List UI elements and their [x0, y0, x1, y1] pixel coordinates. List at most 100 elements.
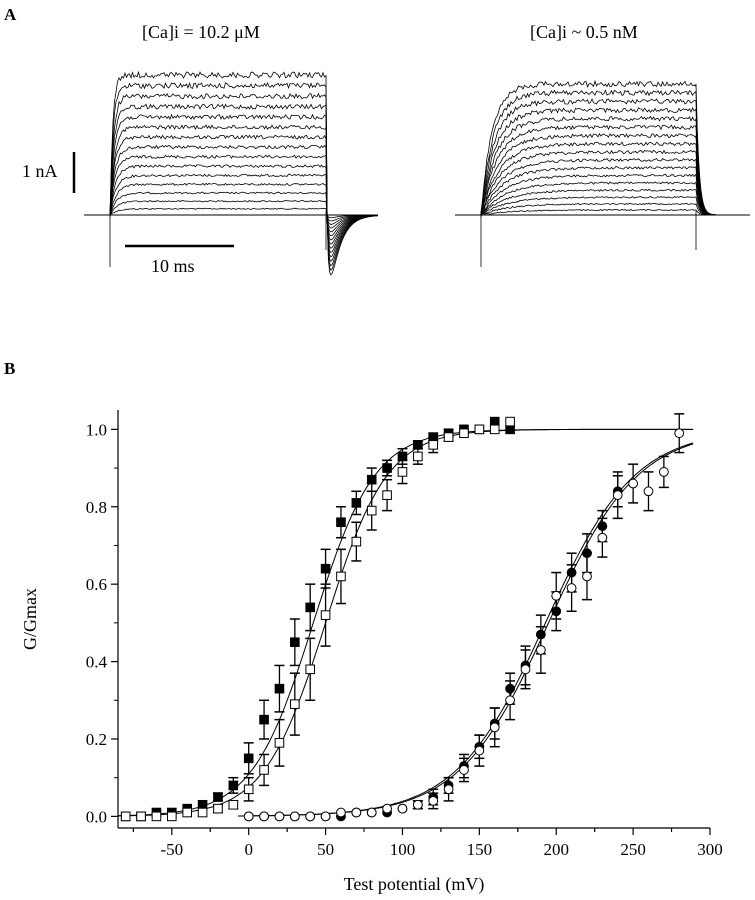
open-circle-point — [428, 796, 439, 806]
current-trace — [84, 103, 378, 262]
current-trace — [455, 106, 749, 217]
filled-square-point — [243, 753, 254, 764]
current-trace — [455, 157, 749, 216]
filled-square-point — [382, 463, 392, 473]
open-square-point — [505, 416, 515, 427]
open-square-point — [151, 811, 162, 822]
open-circle-point — [412, 799, 423, 810]
current-trace — [84, 173, 378, 233]
open-square-point — [320, 610, 331, 620]
open-square-point — [443, 432, 454, 442]
filled-square-point — [351, 498, 362, 508]
x-tick-label: 150 — [467, 840, 493, 859]
current-trace — [455, 149, 749, 217]
current-trace — [84, 70, 378, 276]
x-tick-label: 300 — [697, 840, 723, 859]
open-circle-point — [597, 532, 608, 543]
filled-square-point — [290, 637, 300, 648]
open-square-point — [120, 811, 131, 822]
x-tick-label: 200 — [543, 840, 569, 859]
current-trace — [84, 164, 378, 237]
open-square-point — [428, 440, 439, 450]
open-square-point — [182, 807, 192, 818]
open-square-point — [228, 799, 239, 810]
x-axis-title: Test potential (mV) — [344, 874, 485, 895]
open-circle-point — [612, 490, 623, 501]
open-circle-point — [336, 807, 346, 818]
open-circle-point — [535, 645, 546, 655]
open-square-point — [397, 467, 408, 477]
open-circle-point — [459, 765, 469, 775]
open-circle-point — [520, 664, 531, 675]
filled-square-point — [397, 451, 408, 462]
open-square-point — [274, 738, 285, 748]
open-square-point — [459, 428, 469, 439]
y-tick-label: 0.0 — [86, 807, 107, 826]
filled-square-point — [366, 474, 377, 485]
open-square-point — [351, 536, 362, 547]
open-square-point — [366, 505, 377, 516]
current-scale-label: 1 nA — [22, 161, 58, 181]
panel-b: B 0.0 0.2 0.4 0.6 0.8 1.0 -50 0 50 100 150 200 250 30… — [4, 359, 723, 895]
condition-label-low-ca: [Ca]i ~ 0.5 nM — [530, 22, 638, 42]
filled-square-point — [320, 563, 331, 574]
y-tick-label: 0.4 — [86, 653, 108, 672]
x-tick-label: -50 — [160, 840, 183, 859]
filled-square-point — [305, 602, 316, 613]
open-circle-point — [366, 807, 377, 818]
open-circle-point — [505, 695, 516, 706]
current-trace — [84, 81, 378, 271]
open-circle-point — [658, 467, 669, 477]
open-square-point — [290, 699, 300, 709]
x-tick-label: 100 — [390, 840, 416, 859]
y-tick-label: 0.2 — [86, 730, 107, 749]
open-circle-point — [259, 811, 269, 822]
current-trace — [84, 191, 378, 225]
current-trace — [84, 207, 378, 219]
traces-low-ca — [455, 79, 750, 267]
current-trace — [84, 134, 378, 249]
open-circle-point — [243, 811, 254, 822]
open-circle-point — [582, 571, 592, 582]
data-points — [120, 413, 685, 822]
open-circle-point — [628, 478, 639, 489]
current-trace — [84, 154, 378, 241]
open-circle-point — [566, 583, 577, 593]
open-circle-point — [305, 811, 316, 822]
boltzmann-fit-curve — [237, 442, 694, 817]
open-circle-point — [382, 803, 392, 814]
open-square-point — [474, 424, 485, 435]
open-circle-point — [289, 811, 300, 822]
panel-b-letter: B — [4, 359, 15, 378]
open-circle-point — [397, 803, 408, 814]
open-circle-point — [674, 428, 685, 439]
open-circle-point — [351, 807, 362, 818]
traces-high-ca — [84, 70, 378, 276]
open-square-point — [259, 765, 269, 775]
filled-square-point — [274, 683, 285, 694]
open-square-point — [213, 803, 223, 814]
open-circle-point — [443, 784, 454, 795]
open-square-point — [197, 807, 208, 818]
g-gmax-axes: 0.0 0.2 0.4 0.6 0.8 1.0 -50 0 50 100 150 200 250 300 — [86, 410, 723, 859]
current-trace — [84, 92, 378, 267]
open-circle-point — [551, 590, 562, 601]
filled-square-point — [213, 792, 223, 802]
open-square-point — [305, 664, 316, 675]
boltzmann-fit-curve — [117, 428, 694, 817]
open-square-point — [336, 571, 346, 582]
open-square-point — [413, 451, 423, 462]
y-tick-label: 0.6 — [86, 575, 107, 594]
filled-square-point — [336, 517, 346, 528]
open-square-point — [167, 811, 177, 822]
current-trace — [84, 124, 378, 254]
open-circle-point — [474, 745, 485, 756]
current-trace — [84, 144, 378, 245]
x-tick-label: 250 — [620, 840, 646, 859]
open-circle-point — [489, 722, 500, 733]
open-circle-point — [274, 811, 285, 822]
y-axis-title: G/Gmax — [20, 588, 40, 650]
current-trace — [84, 113, 378, 258]
open-circle-point — [643, 486, 654, 497]
